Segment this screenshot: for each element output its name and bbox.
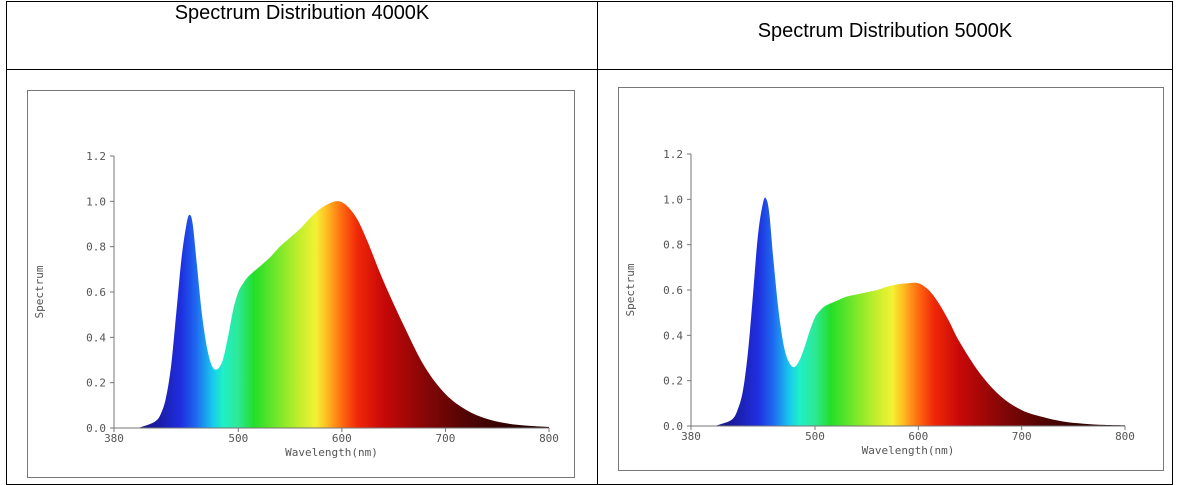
y-tick-label: 0.8 bbox=[663, 239, 683, 252]
spectrum-area bbox=[691, 197, 1125, 426]
chart-title-5000k: Spectrum Distribution 5000K bbox=[757, 20, 1013, 42]
y-tick-label: 1.2 bbox=[86, 150, 106, 163]
y-tick-label: 1.0 bbox=[86, 195, 106, 208]
y-tick-label: 0.0 bbox=[86, 422, 106, 435]
y-tick-label: 1.0 bbox=[663, 193, 683, 206]
y-tick-label: 0.6 bbox=[663, 284, 683, 297]
y-tick-label: 0.2 bbox=[663, 375, 683, 388]
x-tick-label: 380 bbox=[681, 430, 701, 443]
y-axis-label: Spectrum bbox=[624, 263, 637, 316]
x-tick-label: 800 bbox=[1115, 430, 1135, 443]
spectrum-chart-4000k: 0.0 0.2 0.4 0.6 0.8 1.0 1.2 380 500 600 700 800 Wave… bbox=[27, 90, 575, 478]
x-tick-label: 800 bbox=[539, 432, 559, 445]
plot-cell-4000k: 0.0 0.2 0.4 0.6 0.8 1.0 1.2 380 500 600 700 800 Wave… bbox=[6, 69, 598, 485]
chart-title-4000k: Spectrum Distribution 4000K bbox=[174, 2, 430, 24]
spectrum-area bbox=[114, 201, 549, 428]
x-tick-label: 700 bbox=[435, 432, 455, 445]
y-tick-label: 0.0 bbox=[663, 420, 683, 433]
plot-cell-5000k: 0.0 0.2 0.4 0.6 0.8 1.0 1.2 380 500 600 700 800 Wave… bbox=[597, 69, 1173, 485]
y-tick-label: 0.2 bbox=[86, 377, 106, 390]
y-tick-label: 0.4 bbox=[86, 331, 106, 344]
x-tick-label: 600 bbox=[908, 430, 928, 443]
x-tick-label: 380 bbox=[104, 432, 124, 445]
y-tick-label: 1.2 bbox=[663, 148, 683, 161]
x-tick-label: 600 bbox=[332, 432, 352, 445]
x-tick-label: 500 bbox=[228, 432, 248, 445]
y-tick-label: 0.8 bbox=[86, 241, 106, 254]
x-tick-label: 500 bbox=[805, 430, 825, 443]
spectrum-chart-5000k: 0.0 0.2 0.4 0.6 0.8 1.0 1.2 380 500 600 700 800 Wave… bbox=[618, 87, 1164, 471]
spectrum-table: Spectrum Distribution 4000K Spectrum Dis… bbox=[6, 1, 1173, 485]
header-cell-4000k: Spectrum Distribution 4000K bbox=[6, 1, 598, 70]
x-axis-label: Wavelength(nm) bbox=[285, 446, 378, 459]
y-axis-label: Spectrum bbox=[33, 265, 46, 318]
x-tick-label: 700 bbox=[1012, 430, 1032, 443]
header-cell-5000k: Spectrum Distribution 5000K bbox=[597, 1, 1173, 70]
x-axis-label: Wavelength(nm) bbox=[862, 444, 955, 457]
y-tick-label: 0.6 bbox=[86, 286, 106, 299]
y-tick-label: 0.4 bbox=[663, 329, 683, 342]
